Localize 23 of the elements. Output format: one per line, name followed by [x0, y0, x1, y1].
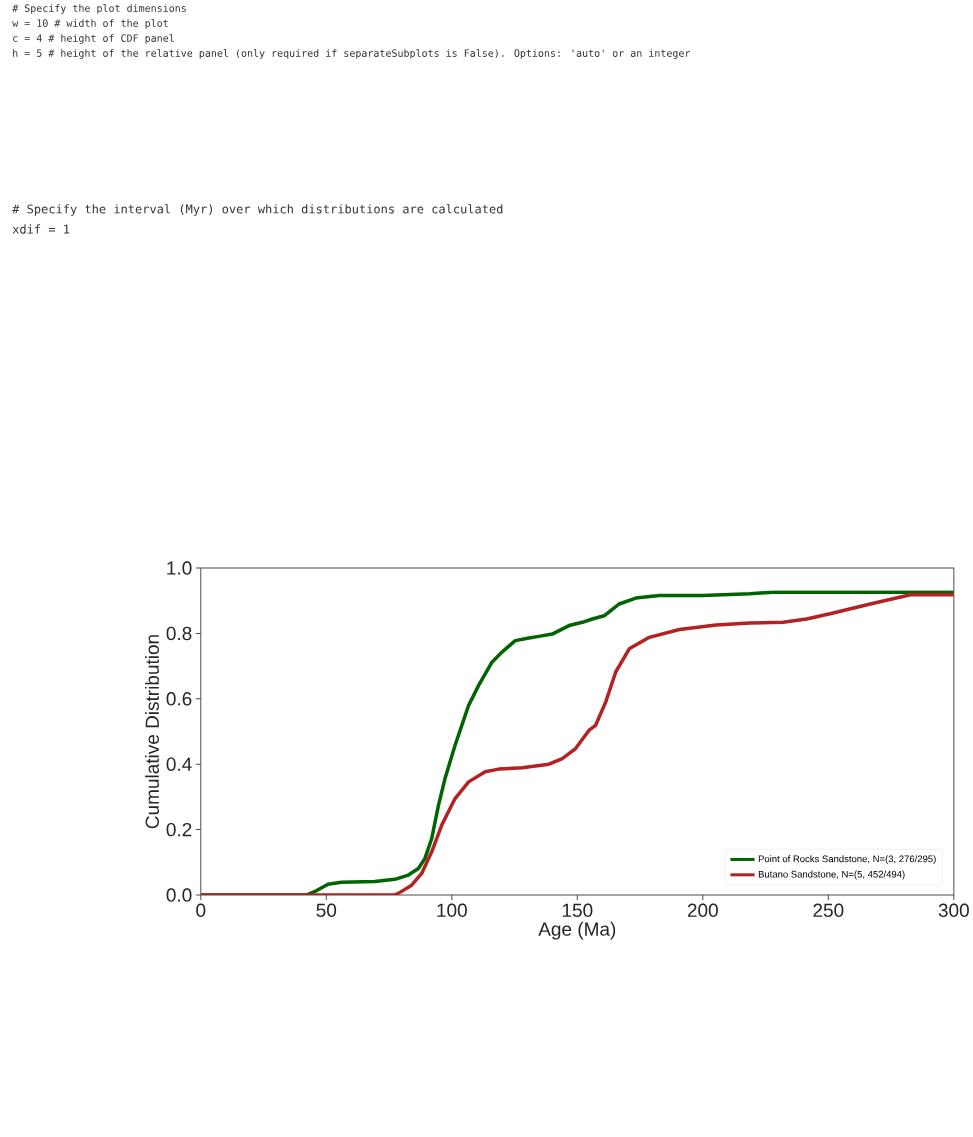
text: h = 5 # height of the relative panel (only required if separateSubplots is False). Options: 'auto' or an integer: [13, 49, 691, 59]
y-tick-label: 0.0: [166, 888, 192, 902]
x-tick-label: 250: [813, 903, 844, 918]
x-tick-label: 100: [437, 903, 467, 918]
text: # Specify the interval (Myr) over which distributions are calculated: [12, 204, 503, 216]
x-tick-label: 0: [196, 903, 206, 918]
y-tick-label: 0.6: [166, 692, 192, 706]
text: c = 4 # height of CDF panel: [13, 34, 174, 44]
text: w = 10 # width of the plot: [12, 19, 168, 29]
x-tick-label: 200: [687, 903, 718, 918]
y-tick-label: 1.0: [167, 561, 192, 575]
text: xdif = 1: [12, 224, 70, 234]
y-tick-label: 0.8: [166, 626, 192, 641]
y-axis-title: Cumulative Distribution: [145, 635, 159, 829]
x-axis-title: Age (Ma): [538, 921, 616, 940]
text: # Specify the plot dimensions: [12, 4, 186, 14]
legend-label: Butano Sandstone, N=(5, 452/494): [758, 870, 905, 880]
x-tick-label: 50: [316, 903, 337, 918]
y-tick-label: 0.4: [166, 757, 192, 771]
x-tick-label: 300: [938, 903, 969, 918]
legend-label: Point of Rocks Sandstone, N=(3, 276/295): [758, 855, 936, 865]
x-tick-label: 150: [562, 903, 593, 918]
y-tick-label: 0.2: [166, 822, 192, 837]
